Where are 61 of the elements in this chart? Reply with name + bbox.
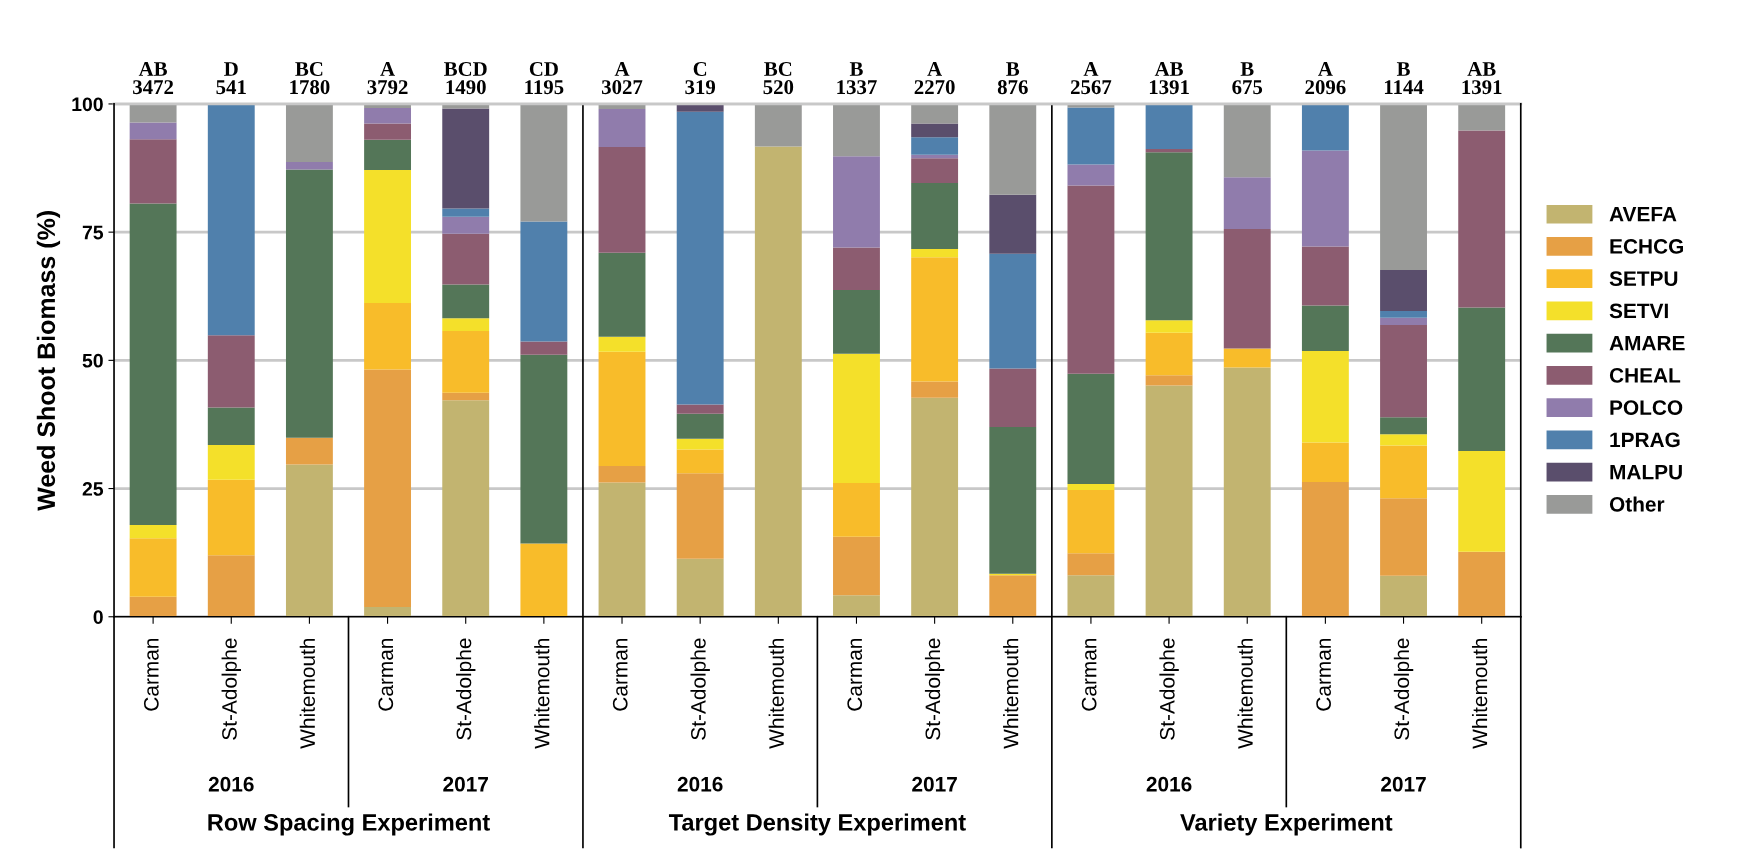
y-tick-label: 25	[82, 482, 104, 496]
legend-label: SETPU	[1609, 271, 1678, 287]
x-tick-label: Whitemouth	[534, 638, 550, 749]
total-label: A 3027	[601, 62, 643, 95]
legend-label: Other	[1609, 496, 1665, 512]
x-tick-label: St-Adolphe	[690, 638, 710, 740]
x-tick-label: Carman	[143, 638, 159, 711]
x-tick-label: Carman	[847, 638, 863, 711]
y-axis-title: Weed Shoot Biomass (%)	[36, 211, 61, 511]
total-label: AB 1391	[1149, 62, 1189, 95]
total-label: A 2096	[1305, 62, 1346, 95]
total-label: B 675	[1232, 62, 1263, 95]
legend-label: POLCO	[1610, 400, 1683, 415]
total-label: CD 1195	[525, 61, 564, 95]
text: 2016	[677, 776, 723, 792]
y-tick-label: 50	[82, 353, 103, 368]
x-tick-label: Whitemouth	[1471, 638, 1488, 749]
x-tick-label: St-Adolphe	[221, 638, 241, 740]
total-label: C 319	[685, 61, 716, 95]
total-label: B 1337	[837, 62, 877, 95]
total-label: A 3792	[367, 62, 408, 95]
y-tick-label: 75	[82, 225, 104, 240]
y-tick-label: 0	[93, 610, 103, 624]
total-label: BC 520	[763, 61, 794, 95]
x-tick-label: Whitemouth	[1237, 638, 1253, 749]
x-tick-label: Carman	[378, 638, 394, 711]
total-label: AB 1391	[1462, 62, 1502, 95]
total-label: D 541	[216, 62, 246, 95]
x-tick-label: St-Adolphe	[1393, 638, 1414, 740]
total-label: B 876	[997, 62, 1028, 95]
total-label: AB 3472	[133, 62, 174, 95]
x-tick-label: St-Adolphe	[456, 638, 476, 740]
text: 2017	[912, 776, 957, 792]
x-tick-label: St-Adolphe	[924, 638, 945, 740]
total-label: A 2270	[914, 62, 955, 95]
legend-label: ECHCG	[1610, 239, 1683, 254]
legend-label: CHEAL	[1609, 367, 1681, 383]
x-tick-label: Carman	[1081, 638, 1097, 711]
legend-label: MALPU	[1610, 464, 1682, 480]
legend-label: 1PRAG	[1610, 432, 1680, 448]
legend-label: AVEFA	[1609, 207, 1677, 222]
x-tick-label: Carman	[1316, 638, 1331, 711]
total-label: BCD 1490	[444, 61, 487, 95]
y-tick-label: 100	[72, 97, 103, 112]
text: 2016	[1146, 776, 1192, 792]
total-label: B 1144	[1384, 62, 1424, 94]
x-tick-label: Carman	[612, 638, 628, 711]
text: 2016	[208, 776, 254, 792]
text: Variety Experiment	[1180, 813, 1393, 836]
text: 2017	[443, 776, 488, 792]
total-label: A 2567	[1070, 62, 1112, 95]
legend-label: SETVI	[1609, 303, 1668, 319]
text: Row Spacing Experiment	[208, 813, 490, 836]
x-tick-label: St-Adolphe	[1159, 638, 1179, 740]
x-tick-label: Whitemouth	[1003, 638, 1019, 749]
x-tick-label: Whitemouth	[299, 638, 316, 749]
legend-label: AMARE	[1609, 335, 1685, 351]
x-tick-label: Whitemouth	[768, 638, 784, 749]
text: 2017	[1381, 776, 1426, 792]
total-label: BC 1780	[290, 61, 330, 95]
text: Target Density Experiment	[668, 813, 966, 836]
